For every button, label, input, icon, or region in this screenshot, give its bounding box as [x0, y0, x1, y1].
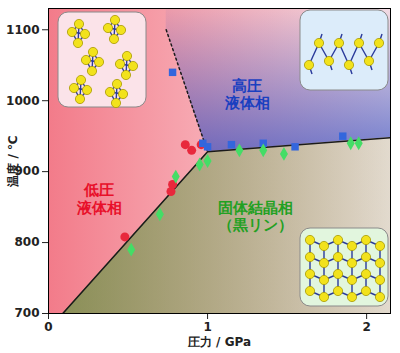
svg-text:低圧液体相: 低圧液体相 — [76, 181, 122, 216]
svg-text:圧力 / GPa: 圧力 / GPa — [187, 335, 251, 349]
svg-text:2: 2 — [362, 320, 370, 334]
svg-text:800: 800 — [14, 235, 39, 249]
svg-text:温度 / ℃: 温度 / ℃ — [6, 135, 20, 187]
svg-text:1: 1 — [203, 320, 211, 334]
svg-text:高圧液体相: 高圧液体相 — [224, 77, 270, 112]
svg-text:700: 700 — [14, 306, 39, 320]
svg-text:1100: 1100 — [6, 23, 39, 37]
svg-text:固体結晶相（黒リン）: 固体結晶相（黒リン） — [218, 199, 293, 234]
svg-text:1000: 1000 — [6, 94, 39, 108]
svg-text:900: 900 — [14, 164, 40, 179]
svg-text:0: 0 — [44, 320, 52, 334]
